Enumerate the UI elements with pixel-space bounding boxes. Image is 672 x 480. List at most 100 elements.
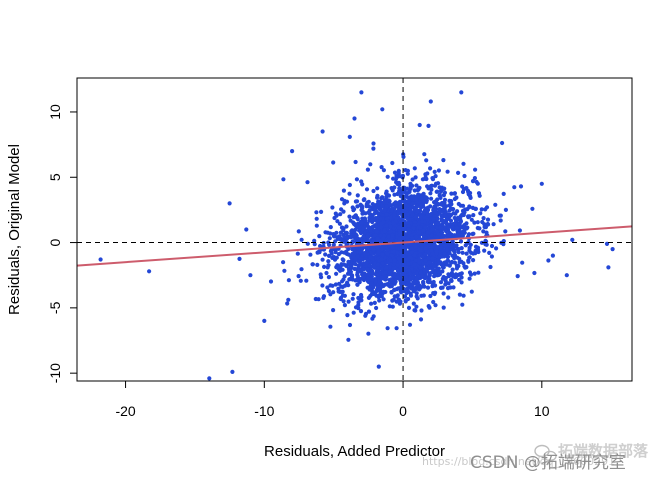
data-point [340, 225, 345, 230]
x-tick-label: -20 [115, 403, 135, 419]
data-point [298, 278, 303, 283]
data-point [326, 275, 331, 280]
data-point [423, 246, 428, 251]
data-point [478, 211, 483, 216]
data-point [358, 202, 363, 207]
data-point [386, 281, 391, 286]
data-point [421, 293, 426, 298]
data-point [473, 167, 478, 172]
data-point [406, 227, 411, 232]
data-point [355, 199, 360, 204]
data-point [406, 199, 411, 204]
data-point [346, 259, 351, 264]
data-point [237, 256, 242, 261]
data-point [473, 251, 478, 256]
data-point [396, 200, 401, 205]
data-point [372, 223, 378, 228]
data-point [359, 179, 364, 184]
data-point [416, 274, 421, 279]
data-point [310, 262, 315, 267]
data-point [460, 203, 466, 208]
data-point [366, 309, 372, 314]
data-point [395, 274, 400, 279]
data-point [325, 265, 330, 270]
data-point [470, 179, 476, 184]
data-point [353, 227, 358, 232]
data-point [403, 298, 408, 303]
data-point [380, 261, 385, 266]
data-point [379, 244, 384, 249]
data-point [454, 266, 459, 271]
data-point [403, 202, 408, 207]
data-point [262, 318, 267, 323]
reference-lines [77, 78, 632, 381]
data-point [399, 217, 404, 222]
data-point [475, 220, 480, 225]
data-point [441, 305, 446, 310]
data-point [316, 297, 321, 302]
data-point [413, 214, 419, 219]
data-point [227, 201, 232, 206]
data-point [344, 263, 349, 268]
data-point [419, 308, 424, 313]
data-point [315, 250, 320, 255]
data-point [415, 296, 420, 301]
data-point [438, 245, 443, 250]
data-point [366, 276, 371, 281]
data-point [393, 279, 398, 284]
data-point [441, 274, 446, 280]
data-point [393, 200, 398, 205]
data-point [207, 376, 212, 381]
data-point [347, 277, 352, 282]
data-point [396, 286, 401, 291]
data-point [503, 207, 508, 212]
watermark: https://blog.csdn.net/qq_19600291 拓端数据部落… [422, 442, 649, 473]
data-point [406, 190, 411, 195]
data-point [332, 215, 337, 221]
data-point [423, 175, 428, 180]
data-point [365, 267, 370, 272]
data-point [449, 191, 454, 196]
data-point [365, 234, 370, 239]
data-point [437, 269, 442, 274]
data-point [376, 249, 381, 254]
data-point [341, 209, 346, 214]
data-point [467, 276, 472, 281]
data-point [438, 225, 443, 230]
data-point [459, 280, 464, 285]
data-point [395, 181, 400, 187]
data-point [380, 107, 385, 112]
data-point [346, 299, 351, 304]
data-point [379, 224, 384, 230]
data-point [437, 207, 442, 212]
data-point [401, 254, 406, 259]
data-point [452, 191, 457, 196]
data-point [405, 244, 410, 249]
data-point [406, 261, 411, 266]
x-axis-label: Residuals, Added Predictor [264, 443, 445, 460]
data-point [440, 264, 445, 269]
data-point [430, 256, 435, 261]
data-point [412, 188, 417, 193]
data-point [408, 255, 413, 260]
data-point [385, 326, 390, 331]
data-point [362, 251, 367, 256]
data-point [333, 211, 338, 216]
data-point [342, 303, 347, 308]
data-point [379, 275, 384, 280]
data-point [347, 134, 352, 139]
data-point [355, 254, 360, 259]
data-point [295, 251, 300, 256]
data-point [346, 337, 351, 342]
data-point [334, 271, 339, 276]
data-point [331, 290, 336, 295]
data-point [363, 218, 368, 223]
data-point [468, 190, 473, 196]
data-point [412, 262, 417, 267]
data-point [366, 204, 372, 209]
data-point [421, 228, 426, 233]
data-point [391, 297, 396, 302]
data-point [460, 250, 465, 255]
data-point [459, 90, 464, 95]
data-point [396, 168, 401, 173]
